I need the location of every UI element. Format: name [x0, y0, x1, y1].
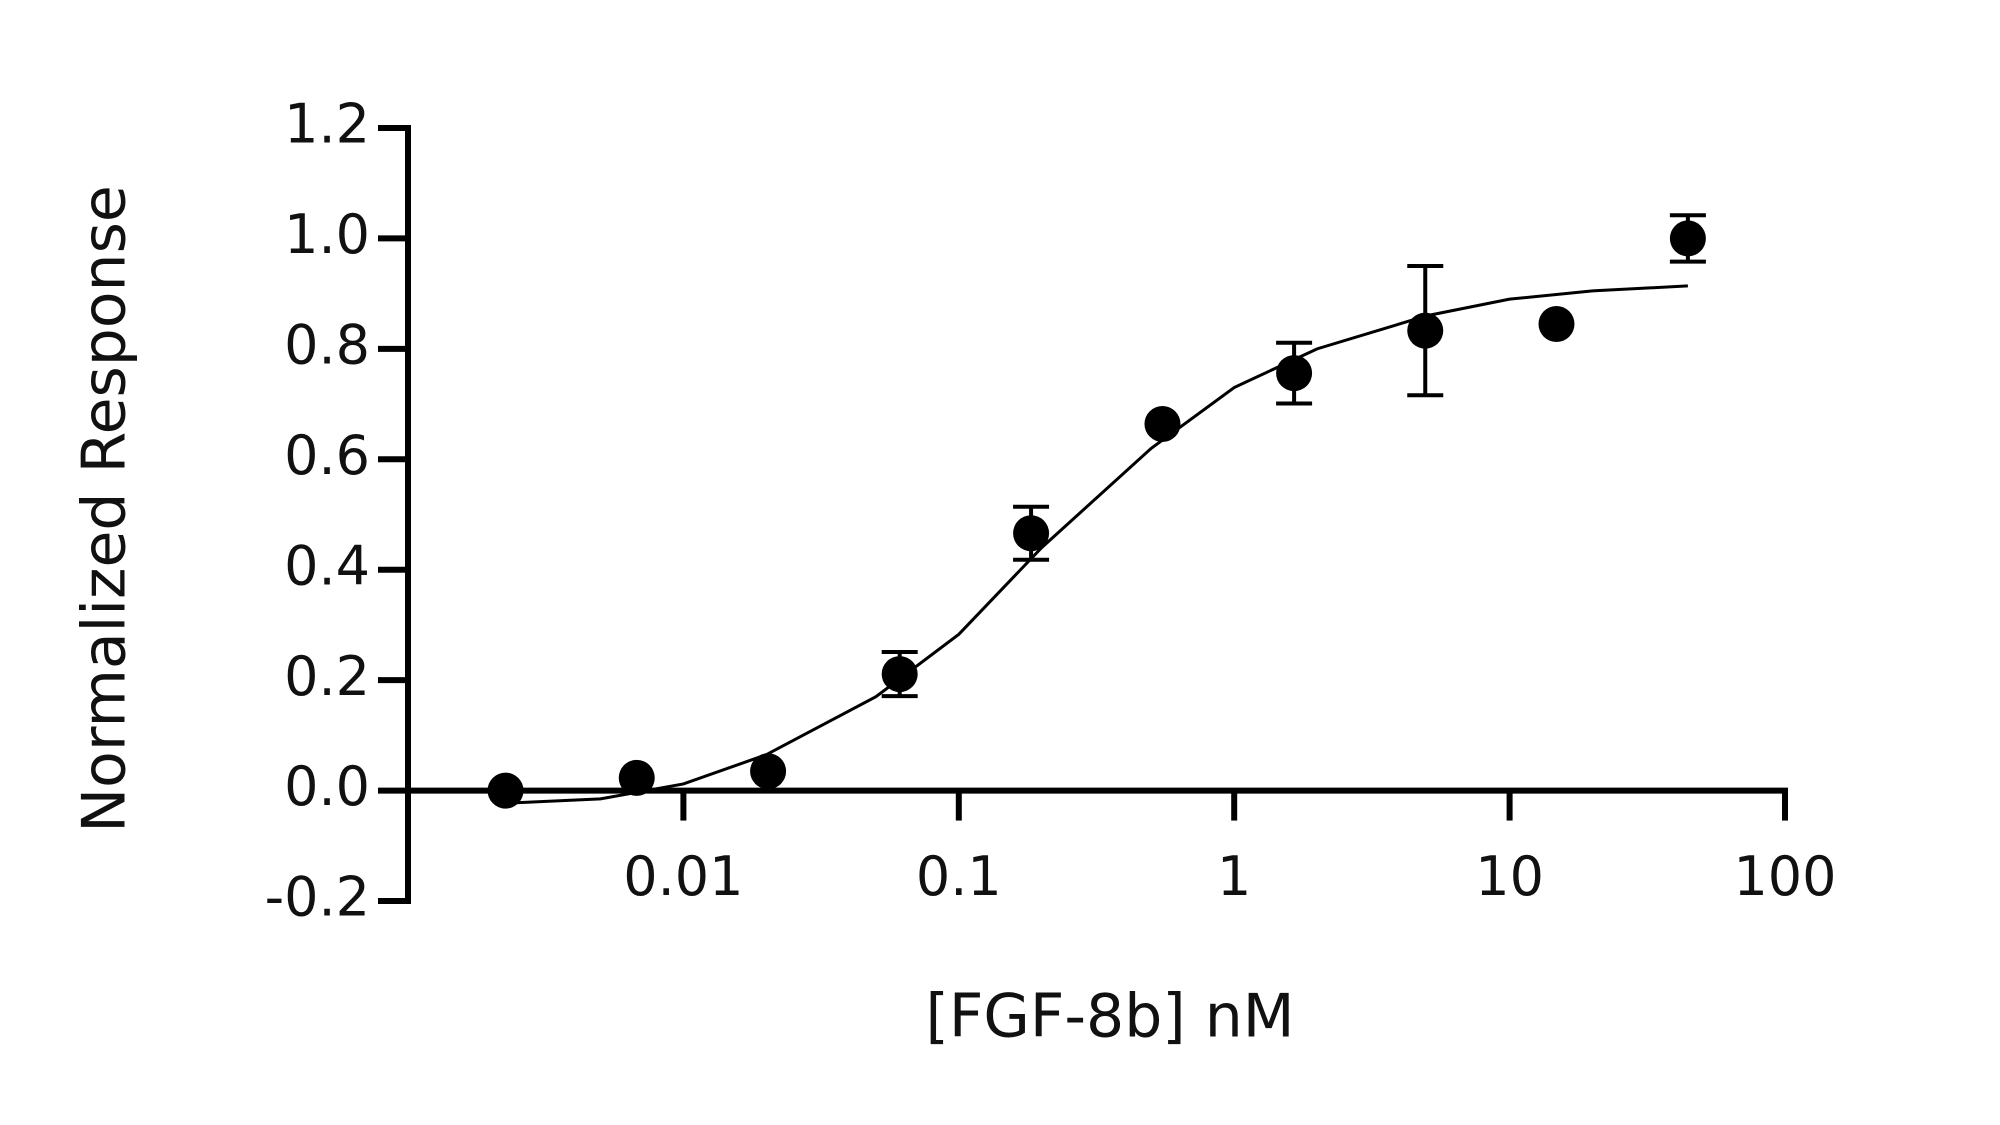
data-point — [1669, 220, 1706, 257]
x-tick-label: 0.1 — [916, 845, 1002, 908]
data-point — [1407, 312, 1444, 349]
data-point — [881, 656, 918, 693]
data-point — [750, 753, 787, 790]
y-tick-label: -0.2 — [265, 866, 370, 929]
data-point — [1538, 306, 1575, 343]
y-tick-label: 1.2 — [284, 93, 370, 156]
fit-curve — [505, 284, 1688, 805]
y-tick-label: 0.2 — [284, 645, 370, 708]
data-point — [618, 759, 655, 796]
x-tick-label: 10 — [1475, 845, 1544, 908]
y-tick-label: 0.6 — [284, 424, 370, 487]
x-tick-label: 0.01 — [623, 845, 743, 908]
x-axis-title: [FGF-8b] nM — [925, 982, 1294, 1052]
x-tick-label: 100 — [1733, 845, 1836, 908]
x-tick-label: 1 — [1217, 845, 1251, 908]
y-axis-title: Normalized Response — [70, 185, 140, 833]
data-point — [487, 772, 524, 809]
y-tick-label: 0.0 — [284, 755, 370, 818]
y-tick-label: 1.0 — [284, 203, 370, 266]
data-point — [1013, 515, 1050, 552]
y-tick-label: 0.4 — [284, 534, 370, 597]
y-tick-label: 0.8 — [284, 313, 370, 376]
data-point — [1144, 405, 1181, 442]
